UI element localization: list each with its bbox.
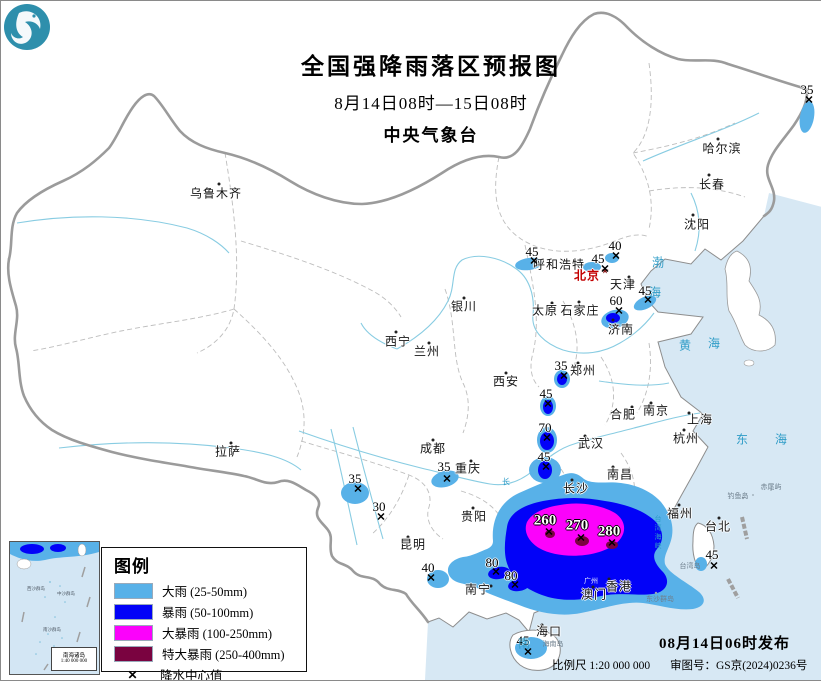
legend-item: 特大暴雨 (250-400mm) [114,643,306,664]
map-title: 全国强降雨落区预报图 [271,47,591,81]
legend-swatch [114,646,153,662]
legend-label: 大雨 (25-50mm) [162,581,247,600]
inset-island-label: 中沙群岛 [57,591,75,597]
legend-label: 暴雨 (50-100mm) [162,602,253,621]
legend-item: 大雨 (25-50mm) [114,580,306,601]
approval-number: 审图号：GS京(2024)0236号 [670,657,807,673]
hainan-rain-patch [515,637,547,659]
sea-area [425,193,821,680]
legend-label: 大暴雨 (100-250mm) [162,623,272,642]
map-agency: 中央气象台 [271,121,591,146]
legend-title: 图例 [114,552,306,577]
jeju-island [744,360,754,366]
legend-items: 大雨 (25-50mm) 暴雨 (50-100mm) 大暴雨 (100-250mm)… [114,580,306,664]
legend-item-center: ✕ 降水中心值 [114,664,306,681]
legend-swatch [114,604,153,620]
map-period: 8月14日08时—15日08时 [271,89,591,114]
inset-scale-box: 南海诸岛 1:40 000 000 [51,647,97,671]
legend-box: 图例 大雨 (25-50mm) 暴雨 (50-100mm) 大暴雨 (100-250… [101,547,307,672]
inset-island-label: 南沙群岛 [43,627,61,633]
south-china-sea-inset: 西沙群岛中沙群岛南沙群岛 南海诸岛 1:40 000 000 [9,541,100,675]
legend-swatch [114,625,153,641]
cma-logo-icon [1,1,53,53]
legend-item: 大暴雨 (100-250mm) [114,622,306,643]
legend-swatch [114,583,153,599]
taiwan-rain-patch [695,557,707,571]
inset-island-label: 西沙群岛 [27,586,45,592]
legend-item: 暴雨 (50-100mm) [114,601,306,622]
title-block: 全国强降雨落区预报图 8月14日08时—15日08时 中央气象台 [271,47,591,146]
inset-scale: 1:40 000 000 [52,659,96,664]
publish-time: 08月14日06时发布 [659,632,790,653]
legend-label: 特大暴雨 (250-400mm) [162,644,285,663]
map-scale: 比例尺 1:20 000 000 [552,657,650,673]
inset-title: 南海诸岛 [52,651,96,659]
